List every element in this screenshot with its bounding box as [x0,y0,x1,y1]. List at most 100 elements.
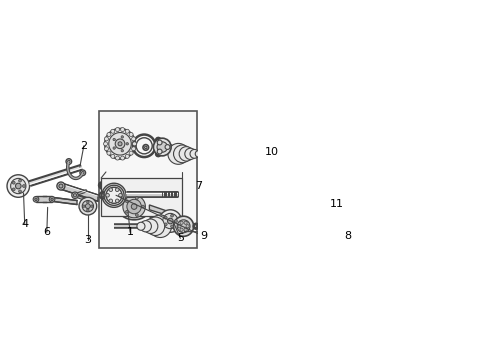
Circle shape [113,147,115,149]
Circle shape [125,154,129,158]
Circle shape [22,185,25,188]
Circle shape [104,137,108,141]
Circle shape [142,145,148,150]
Circle shape [149,215,171,238]
Circle shape [170,214,173,217]
Circle shape [170,225,173,228]
Circle shape [113,138,115,141]
Polygon shape [75,195,86,201]
Circle shape [129,151,133,155]
Polygon shape [36,197,52,202]
Circle shape [107,132,111,136]
Circle shape [16,183,21,189]
Circle shape [135,213,138,216]
Circle shape [82,201,93,212]
Circle shape [115,199,119,203]
Circle shape [167,218,173,224]
Text: 7: 7 [195,181,202,191]
Circle shape [131,147,135,151]
Text: 6: 6 [43,227,50,237]
Circle shape [173,145,191,163]
Circle shape [73,194,77,197]
Circle shape [115,127,119,131]
Circle shape [19,179,21,182]
Circle shape [103,142,107,146]
Circle shape [164,216,167,219]
Circle shape [183,228,187,231]
Circle shape [33,197,39,202]
Text: 10: 10 [264,147,278,157]
Circle shape [66,159,72,164]
Circle shape [106,187,122,203]
Circle shape [135,197,138,199]
Circle shape [144,146,147,149]
Circle shape [115,188,119,192]
Circle shape [167,143,188,164]
Circle shape [57,182,65,190]
Circle shape [146,217,164,235]
Circle shape [157,140,162,145]
Circle shape [104,129,135,159]
Circle shape [121,156,124,160]
Polygon shape [75,190,86,195]
Text: 8: 8 [344,231,351,241]
Circle shape [195,150,201,157]
Polygon shape [149,205,170,216]
Circle shape [163,213,178,229]
Circle shape [49,197,55,202]
Circle shape [132,142,136,146]
Text: 1: 1 [126,227,133,237]
Circle shape [104,185,124,205]
Circle shape [121,149,123,152]
Bar [99,111,197,248]
Circle shape [115,139,124,149]
Circle shape [72,192,78,198]
Circle shape [51,198,53,201]
Circle shape [121,127,124,131]
Circle shape [11,179,26,194]
Circle shape [12,188,15,191]
Polygon shape [61,183,98,201]
Circle shape [125,129,129,133]
Circle shape [185,225,189,228]
Circle shape [90,205,93,207]
Circle shape [111,154,115,158]
Circle shape [102,183,126,207]
Circle shape [137,222,144,230]
Circle shape [104,147,108,151]
Circle shape [119,193,122,197]
Circle shape [125,210,128,213]
Circle shape [109,199,112,203]
Circle shape [86,209,89,211]
Circle shape [183,221,187,224]
Text: 3: 3 [84,235,91,245]
Circle shape [121,136,123,138]
Circle shape [115,156,119,160]
Circle shape [179,147,193,161]
Text: 5: 5 [177,233,183,243]
Circle shape [157,149,162,154]
Circle shape [122,195,145,218]
Circle shape [59,184,63,188]
Circle shape [180,221,183,224]
Circle shape [81,172,84,174]
Circle shape [131,137,135,141]
Circle shape [109,188,112,192]
Circle shape [7,175,29,197]
Bar [101,178,181,216]
Circle shape [141,205,144,208]
Circle shape [80,170,85,176]
Circle shape [126,143,128,145]
Circle shape [159,210,181,232]
Circle shape [157,142,167,152]
Circle shape [143,219,158,234]
Circle shape [67,160,70,163]
Circle shape [82,205,85,207]
Circle shape [190,149,199,158]
Circle shape [35,198,37,201]
Circle shape [131,204,137,210]
Circle shape [107,151,111,155]
Circle shape [118,142,122,146]
Circle shape [178,225,181,228]
Circle shape [111,129,115,133]
